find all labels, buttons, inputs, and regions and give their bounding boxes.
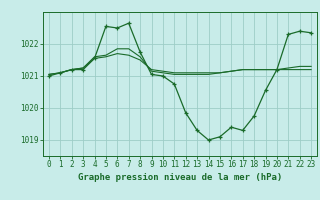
X-axis label: Graphe pression niveau de la mer (hPa): Graphe pression niveau de la mer (hPa) [78,173,282,182]
